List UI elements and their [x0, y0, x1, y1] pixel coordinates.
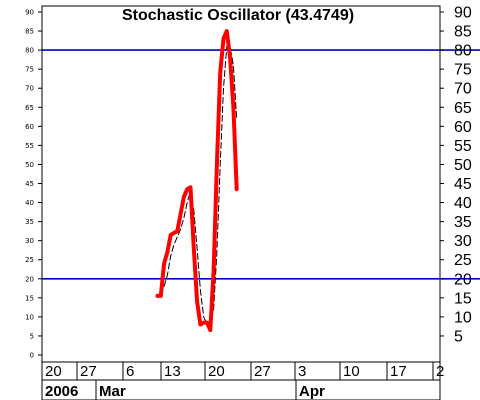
left-tick-label: 65 — [25, 104, 34, 112]
left-tick-label: 5 — [30, 332, 34, 340]
left-tick-label: 15 — [25, 294, 34, 302]
x-period-label: Mar — [99, 383, 126, 400]
right-tick-label: 50 — [454, 157, 472, 174]
d-line-group — [163, 45, 238, 325]
reference-lines — [42, 49, 480, 280]
left-tick-label: 0 — [30, 352, 34, 360]
left-tick-label: 50 — [25, 161, 34, 169]
x-tick-label: 27 — [80, 363, 97, 380]
x-axis-band — [41, 361, 441, 400]
x-period-label: 2006 — [45, 383, 78, 400]
left-tick-label: 85 — [25, 28, 34, 36]
right-tick-label: 85 — [454, 24, 472, 41]
x-tick-label: 20 — [208, 363, 225, 380]
x-tick-label: 10 — [343, 363, 360, 380]
left-tick-label: 10 — [25, 313, 34, 321]
right-tick-label: 25 — [454, 252, 472, 269]
right-tick-label: 55 — [454, 138, 472, 155]
left-tick-label: 75 — [25, 66, 34, 74]
left-tick-label: 70 — [25, 85, 34, 93]
left-tick-label: 90 — [25, 9, 34, 17]
left-tick-label: 20 — [25, 275, 34, 283]
d-line — [163, 45, 238, 325]
right-tick-label: 90 — [454, 5, 472, 22]
left-y-axis: 0 5 10 15 20 25 30 35 40 45 50 55 60 65 70 75 80 85 90 — [25, 9, 42, 360]
right-tick-label: 20 — [454, 271, 472, 288]
x-period-label: Apr — [299, 383, 325, 400]
right-tick-label: 35 — [454, 214, 472, 231]
left-tick-label: 45 — [25, 180, 34, 188]
right-tick-label: 5 — [454, 328, 463, 345]
x-tick-label: 2 — [436, 363, 444, 380]
k-line — [155, 29, 239, 333]
right-tick-label: 40 — [454, 195, 472, 212]
left-tick-label: 40 — [25, 199, 34, 207]
right-tick-label: 65 — [454, 100, 472, 117]
right-tick-label: 45 — [454, 176, 472, 193]
x-tick-label: 13 — [164, 363, 181, 380]
left-tick-label: 35 — [25, 218, 34, 226]
left-tick-label: 30 — [25, 237, 34, 245]
x-axis: 20 27 6 13 20 27 3 10 17 2 2006 Mar Apr — [41, 362, 444, 400]
right-tick-label: 80 — [454, 43, 472, 60]
x-tick-label: 17 — [390, 363, 407, 380]
right-tick-label: 10 — [454, 309, 472, 326]
x-tick-label: 20 — [45, 363, 62, 380]
chart-title: Stochastic Oscillator (43.4749) — [122, 7, 354, 24]
right-tick-label: 60 — [454, 119, 472, 136]
k-line-group — [155, 29, 239, 333]
right-tick-label: 15 — [454, 290, 472, 307]
x-tick-label: 27 — [254, 363, 271, 380]
right-tick-label: 70 — [454, 81, 472, 98]
right-tick-label: 30 — [454, 233, 472, 250]
left-tick-label: 25 — [25, 256, 34, 264]
plot-area — [41, 5, 441, 363]
x-tick-label: 3 — [298, 363, 306, 380]
right-tick-label: 75 — [454, 62, 472, 79]
left-tick-label: 55 — [25, 142, 34, 150]
right-y-axis: 5 10 15 20 25 30 35 40 45 50 55 60 65 70 75 80 85 90 — [440, 5, 472, 345]
left-tick-label: 80 — [25, 47, 34, 55]
left-tick-label: 60 — [25, 123, 34, 131]
x-tick-label: 6 — [126, 363, 134, 380]
